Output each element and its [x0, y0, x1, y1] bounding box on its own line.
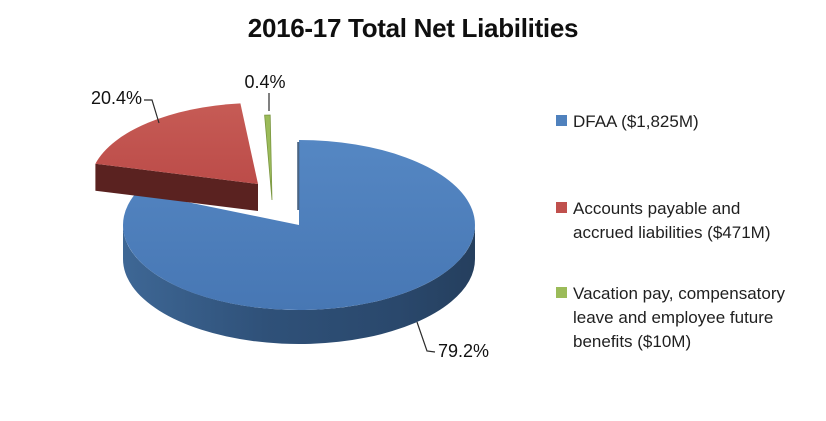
pie-slice-vacation-pay[interactable] [264, 114, 273, 201]
chart-title: 2016-17 Total Net Liabilities [247, 13, 579, 43]
legend-item-0[interactable]: DFAA ($1,825M) [556, 110, 699, 134]
data-label-accounts-payable: 20.4% [91, 88, 142, 108]
legend-marker-icon [556, 287, 567, 298]
leader-line-dfaa [416, 321, 436, 353]
data-label-dfaa: 79.2% [438, 341, 489, 361]
legend-item-1[interactable]: Accounts payable and accrued liabilities … [556, 197, 770, 245]
leader-line-accounts-payable [144, 99, 160, 124]
pie-slice-accounts-payable-side[interactable] [95, 163, 259, 211]
legend-label: DFAA ($1,825M) [573, 112, 699, 131]
data-label-vacation-pay: 0.4% [244, 72, 285, 92]
legend-marker-icon [556, 115, 567, 126]
pie [95, 103, 475, 344]
pie-slice-dfaa-side[interactable] [123, 225, 475, 344]
pie-slice-dfaa[interactable] [123, 140, 475, 310]
legend-item-2[interactable]: Vacation pay, compensatory leave and empl… [556, 282, 785, 354]
pie-slice-accounts-payable[interactable] [95, 103, 259, 184]
legend-label: Vacation pay, compensatory leave and empl… [573, 284, 785, 351]
legend-marker-icon [556, 202, 567, 213]
legend-label: Accounts payable and accrued liabilities … [573, 199, 771, 242]
